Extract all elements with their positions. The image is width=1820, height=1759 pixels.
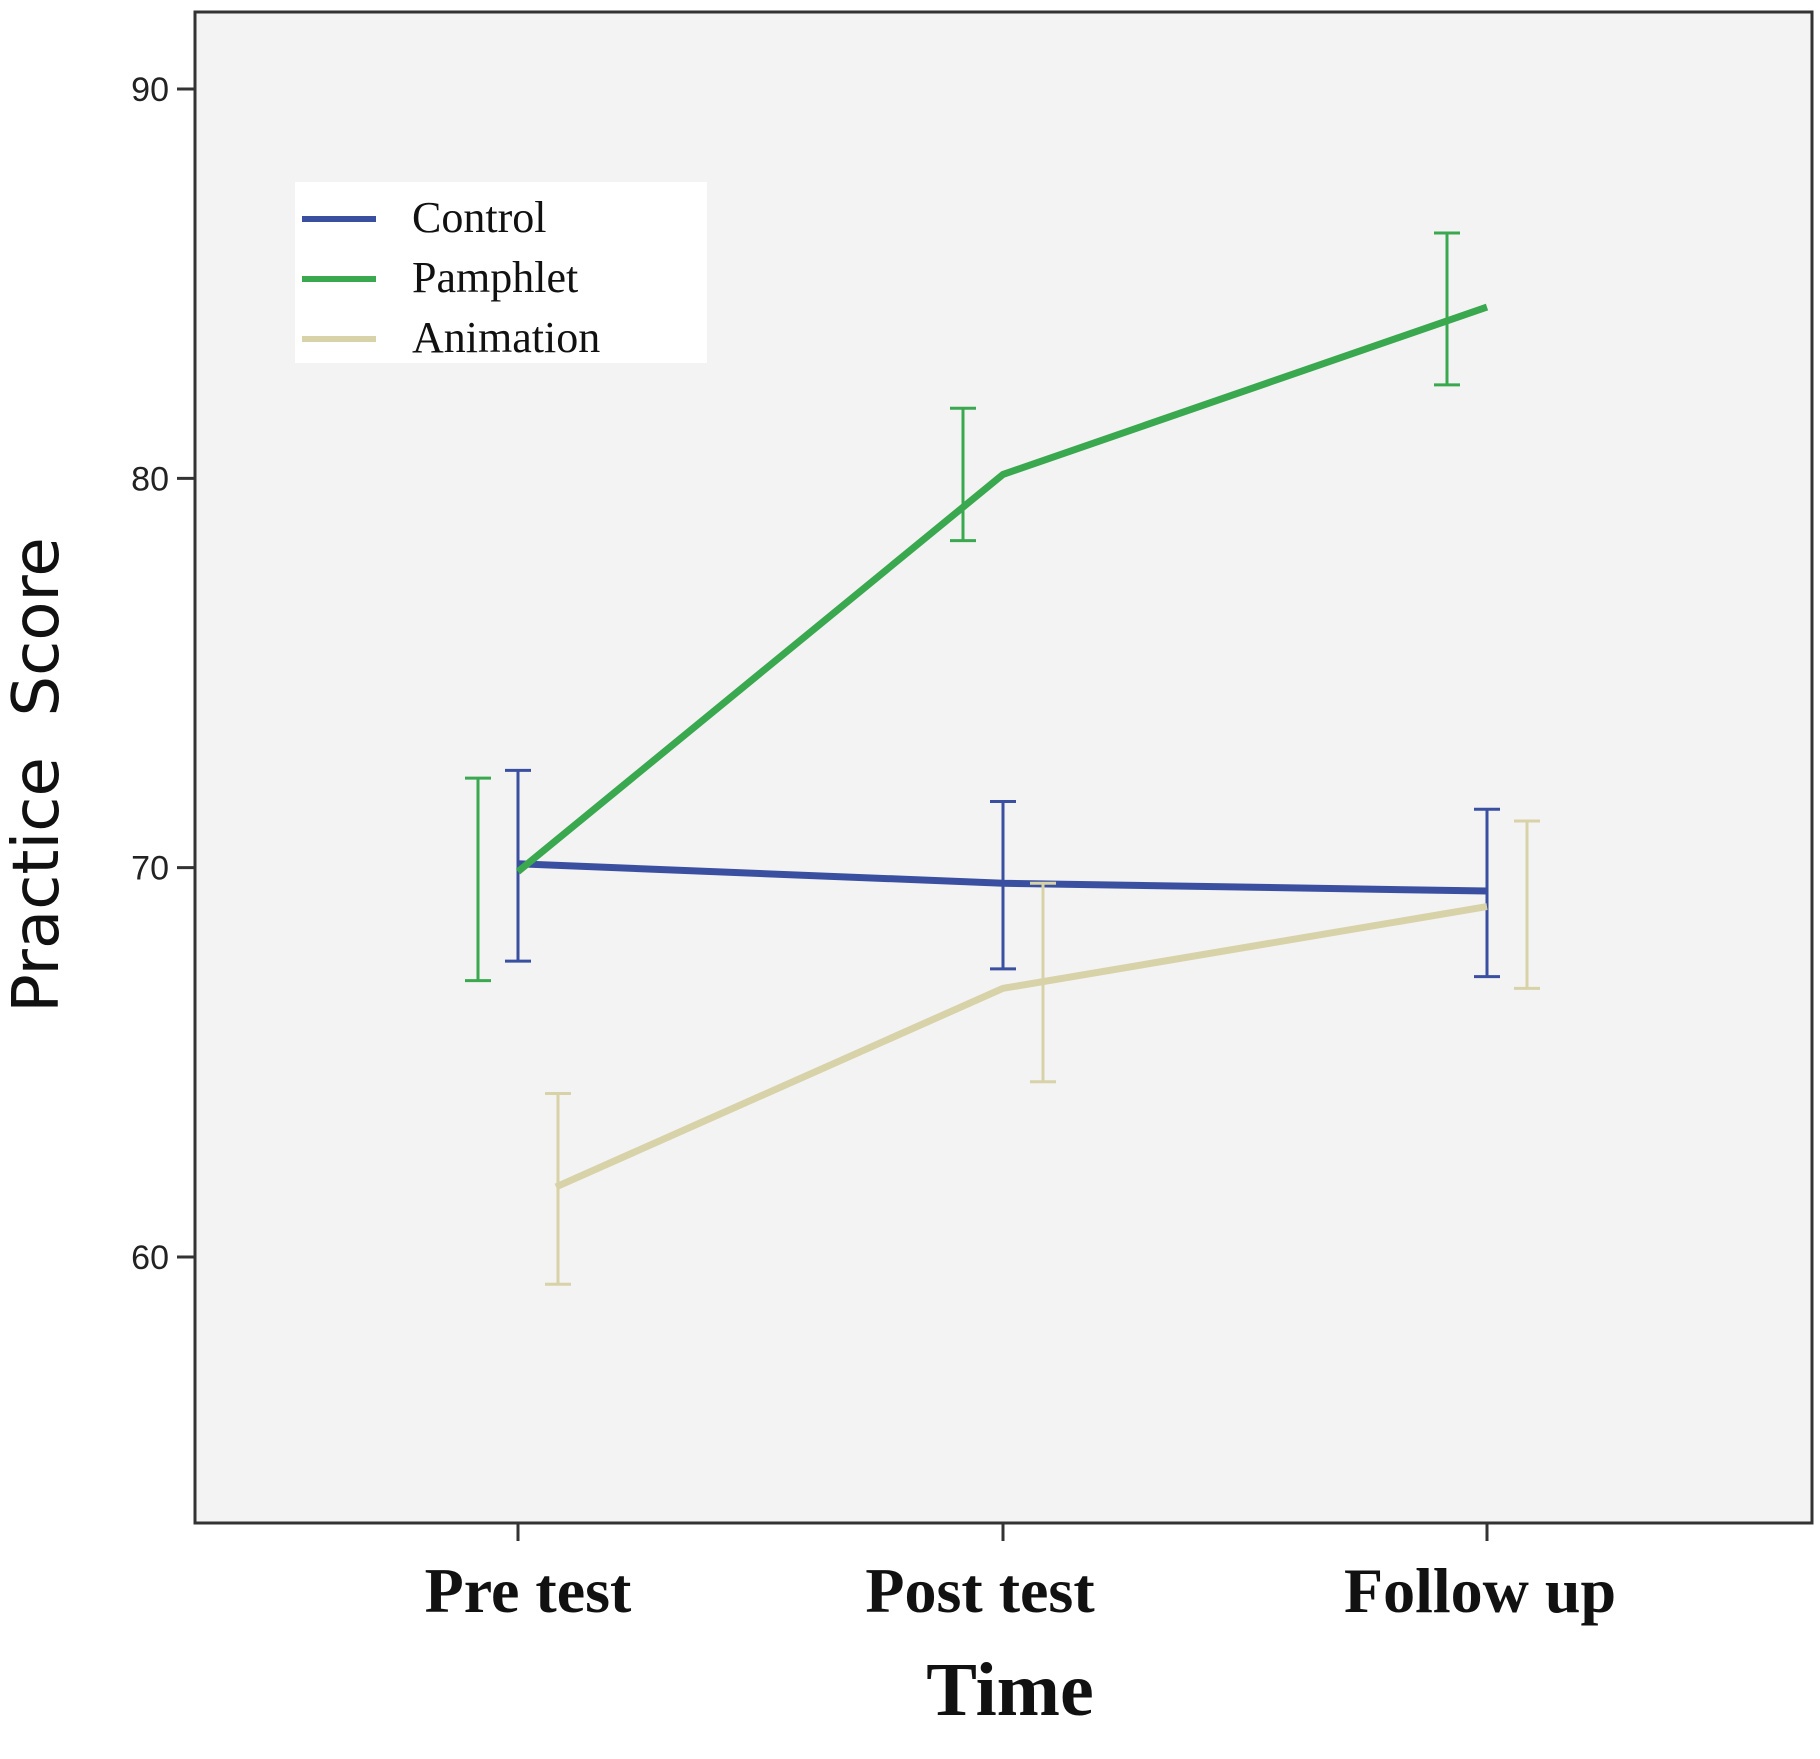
legend-label: Control (412, 193, 546, 242)
legend-item: Animation (302, 313, 600, 362)
y-axis: 60 70 80 90 (131, 71, 195, 1277)
legend-label: Animation (412, 313, 600, 362)
error-bar (950, 406, 976, 543)
series-line (517, 860, 1488, 895)
legend-box (295, 182, 707, 363)
series-control (505, 768, 1500, 979)
error-bar (1474, 807, 1500, 979)
x-axis-title: Time (926, 1648, 1093, 1732)
y-axis-title: Practice Score (0, 537, 74, 1013)
series-line (554, 903, 1488, 1191)
error-bar (1434, 231, 1460, 387)
y-tick-label: 60 (131, 1239, 169, 1277)
series-animation (545, 819, 1540, 1286)
y-tick-label: 80 (131, 460, 169, 498)
legend: Control Pamphlet Animation (295, 182, 707, 363)
x-tick-label: Follow up (1344, 1555, 1616, 1626)
x-tick-label: Pre test (425, 1555, 632, 1626)
series-group (465, 231, 1540, 1286)
y-tick-label: 90 (131, 71, 169, 109)
legend-label: Pamphlet (412, 253, 578, 302)
error-bar (1514, 819, 1540, 990)
x-axis: Pre test Post test Follow up (425, 1523, 1616, 1626)
x-tick-label: Post test (865, 1555, 1095, 1626)
series-line (515, 303, 1489, 875)
legend-item: Pamphlet (302, 253, 578, 302)
y-tick-label: 70 (131, 850, 169, 888)
legend-item: Control (302, 193, 546, 242)
series-pamphlet (465, 231, 1489, 983)
error-bar (465, 776, 491, 983)
